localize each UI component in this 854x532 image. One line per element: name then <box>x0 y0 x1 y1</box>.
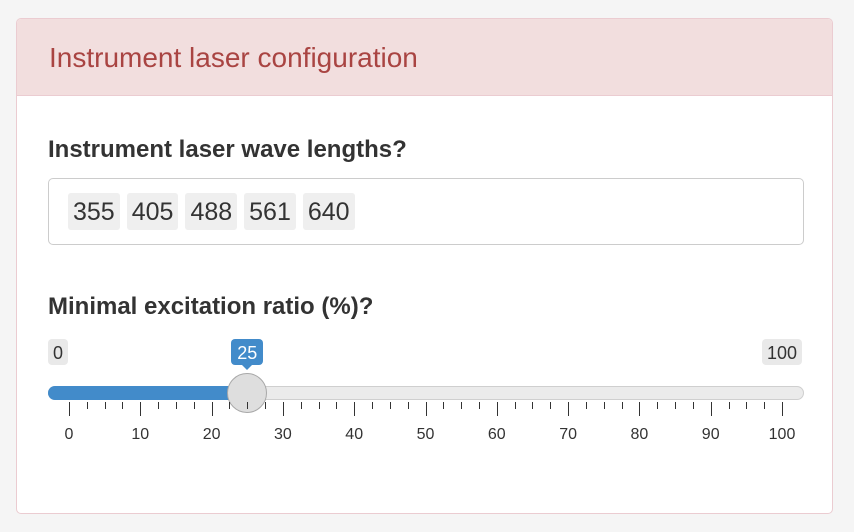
grid-tick-label: 50 <box>416 426 435 443</box>
wavelengths-label: Instrument laser wave lengths? <box>48 136 407 163</box>
wavelength-tag[interactable]: 640 <box>302 193 355 230</box>
grid-major-tick <box>69 402 70 416</box>
panel-heading: Instrument laser configuration <box>17 19 832 96</box>
grid-minor-tick <box>603 402 605 409</box>
grid-tick-label: 10 <box>131 426 150 443</box>
grid-major-tick <box>425 402 427 416</box>
grid-minor-tick <box>514 402 516 409</box>
grid-tick-label: 70 <box>559 426 577 443</box>
grid-major-tick <box>496 402 498 416</box>
grid-minor-tick <box>407 402 409 409</box>
slider-max-label: 100 <box>761 339 802 365</box>
grid-major-tick <box>282 402 284 416</box>
grid-major-tick <box>568 402 570 416</box>
slider-grid: 0 10 20 30 40 50 60 70 80 90 100 <box>17 402 832 462</box>
grid-minor-tick <box>746 402 748 409</box>
grid-tick-label: 40 <box>345 426 364 443</box>
grid-minor-tick <box>247 402 249 409</box>
grid-minor-tick <box>621 402 623 409</box>
grid-minor-tick <box>550 402 552 409</box>
grid-tick-label: 90 <box>701 426 720 443</box>
grid-tick-label: 20 <box>202 426 221 443</box>
grid-minor-tick <box>728 402 730 409</box>
panel-title: Instrument laser configuration <box>49 42 418 73</box>
grid-minor-tick <box>478 402 480 409</box>
grid-minor-tick <box>443 402 445 409</box>
grid-minor-tick <box>193 402 195 409</box>
wavelength-tag[interactable]: 561 <box>244 193 296 230</box>
slider-min-label: 0 <box>48 339 69 365</box>
excitation-ratio-label: Minimal excitation ratio (%)? <box>48 293 374 320</box>
grid-tick-label: 80 <box>630 426 649 443</box>
grid-minor-tick <box>265 402 267 409</box>
grid-minor-tick <box>585 402 587 409</box>
grid-tick-label: 100 <box>768 426 796 443</box>
laser-config-panel: Instrument laser configuration Instrumen… <box>16 18 833 514</box>
grid-tick-label: 60 <box>487 426 506 443</box>
grid-major-tick <box>710 402 712 416</box>
grid-minor-tick <box>86 402 88 409</box>
slider-value-arrow <box>242 365 253 370</box>
grid-tick-label: 0 <box>64 426 74 443</box>
grid-minor-tick <box>692 402 694 409</box>
grid-minor-tick <box>461 402 463 409</box>
grid-minor-tick <box>175 402 177 409</box>
grid-major-tick <box>354 402 356 416</box>
grid-minor-tick <box>318 402 320 409</box>
grid-minor-tick <box>300 402 302 409</box>
wavelength-tag[interactable]: 405 <box>126 193 179 230</box>
grid-minor-tick <box>229 402 231 409</box>
grid-minor-tick <box>104 402 106 409</box>
grid-minor-tick <box>158 402 160 409</box>
grid-minor-tick <box>122 402 124 409</box>
grid-minor-tick <box>532 402 534 409</box>
grid-minor-tick <box>657 402 659 409</box>
slider-fill-bar <box>48 386 248 400</box>
grid-minor-tick <box>372 402 374 409</box>
grid-minor-tick <box>389 402 391 409</box>
grid-minor-tick <box>764 402 766 409</box>
grid-major-tick <box>639 402 641 416</box>
wavelengths-tag-input[interactable]: 355 405 488 561 640 <box>48 178 804 245</box>
grid-minor-tick <box>675 402 677 409</box>
grid-major-tick <box>211 402 213 416</box>
grid-minor-tick <box>336 402 338 409</box>
slider-value-label: 25 <box>231 339 264 365</box>
grid-tick-label: 30 <box>273 426 292 443</box>
wavelength-tag[interactable]: 355 <box>68 193 120 230</box>
grid-major-tick <box>782 402 783 416</box>
wavelength-tag[interactable]: 488 <box>185 193 238 230</box>
grid-major-tick <box>140 402 142 416</box>
